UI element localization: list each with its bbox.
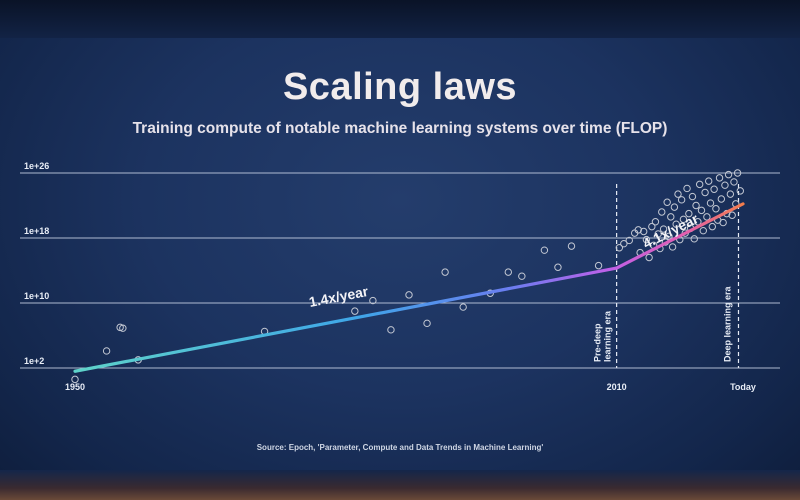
data-point-pre-deep — [540, 246, 549, 254]
y-tick-label: 1e+18 — [24, 226, 49, 236]
data-point-deep — [620, 239, 628, 248]
chart-title: Scaling laws — [282, 66, 518, 108]
data-point-deep — [717, 195, 726, 203]
data-point-pre-deep — [351, 307, 359, 315]
data-point-pre-deep — [554, 263, 562, 271]
chart-subtitle: Training compute of notable machine lear… — [132, 120, 668, 137]
data-point-deep — [728, 211, 736, 219]
data-point-deep — [659, 225, 668, 233]
data-point-deep — [699, 226, 707, 235]
data-point-deep — [651, 218, 660, 226]
data-point-deep — [733, 169, 742, 177]
data-point-deep — [724, 170, 733, 179]
trend-line — [615, 202, 745, 270]
data-point-deep — [690, 235, 698, 243]
era-label: Pre-deep learning era — [593, 310, 613, 362]
data-point-deep — [654, 230, 662, 238]
x-tick-label: 1950 — [65, 382, 85, 392]
data-point-pre-deep — [387, 326, 395, 334]
data-point-deep — [683, 184, 691, 193]
data-point-deep — [670, 203, 679, 211]
data-point-deep — [679, 215, 688, 224]
data-point-deep — [615, 244, 624, 252]
data-point-deep — [692, 201, 700, 210]
data-point-deep — [703, 213, 711, 221]
data-point-pre-deep — [518, 272, 526, 280]
data-point-pre-deep — [71, 375, 79, 384]
data-point-deep — [704, 177, 713, 185]
data-point-deep — [677, 196, 686, 204]
data-point-deep — [730, 178, 738, 186]
data-point-pre-deep — [441, 268, 449, 276]
data-point-deep — [645, 253, 653, 262]
data-point-pre-deep — [459, 303, 467, 311]
data-point-deep — [688, 192, 697, 201]
y-tick-label: 1e+26 — [24, 161, 49, 171]
era-label: Deep learning era — [722, 285, 732, 362]
data-point-deep — [697, 206, 706, 215]
era-label-line: learning era — [603, 310, 613, 362]
data-point-deep — [640, 227, 648, 236]
data-point-deep — [712, 205, 720, 213]
data-point-deep — [701, 188, 709, 197]
data-point-deep — [648, 222, 656, 231]
data-point-deep — [665, 232, 673, 241]
data-point-deep — [708, 222, 717, 231]
data-point-deep — [736, 187, 744, 195]
data-point-deep — [695, 180, 704, 189]
data-point-deep — [706, 199, 715, 207]
source-note: Source: Epoch, 'Parameter, Compute and D… — [256, 443, 544, 452]
data-point-pre-deep — [369, 296, 377, 305]
data-point-deep — [721, 181, 729, 189]
data-point-deep — [658, 208, 666, 216]
data-point-pre-deep — [102, 347, 111, 355]
era-label-line: Deep learning era — [722, 285, 732, 362]
data-point-deep — [663, 198, 671, 206]
rate-label: 1.4x/year — [308, 283, 370, 310]
data-point-pre-deep — [594, 261, 603, 270]
x-tick-label: Today — [730, 382, 756, 392]
data-point-deep — [694, 218, 702, 226]
data-point-deep — [625, 236, 633, 245]
data-point-deep — [726, 190, 735, 198]
era-label-line: Pre-deep — [593, 323, 603, 362]
data-point-pre-deep — [423, 319, 431, 328]
bottom-shadow-band — [0, 470, 800, 500]
data-point-deep — [715, 174, 724, 182]
data-point-pre-deep — [567, 242, 576, 250]
data-point-deep — [672, 220, 680, 228]
data-point-deep — [668, 243, 677, 251]
trend-line — [73, 266, 619, 373]
data-point-pre-deep — [119, 324, 127, 332]
data-point-pre-deep — [504, 268, 512, 276]
data-point-deep — [642, 235, 651, 244]
x-tick-label: 2010 — [607, 382, 627, 392]
data-point-deep — [674, 190, 682, 198]
data-point-deep — [667, 213, 675, 221]
data-point-deep — [719, 218, 727, 227]
data-point-pre-deep — [405, 291, 413, 299]
data-point-deep — [685, 209, 693, 218]
data-point-deep — [710, 185, 718, 193]
y-tick-label: 1e+10 — [24, 291, 49, 301]
y-tick-label: 1e+2 — [24, 356, 44, 366]
top-shadow-band — [0, 0, 800, 38]
data-point-deep — [634, 226, 642, 234]
